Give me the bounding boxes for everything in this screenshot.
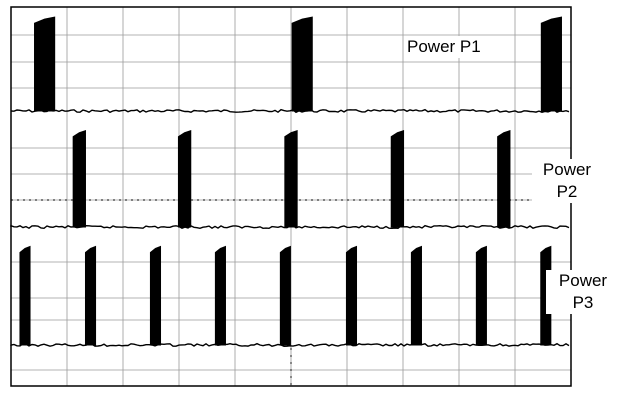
power-pulse	[390, 130, 405, 228]
trace-label-p2-line-1: Power	[542, 160, 592, 179]
power-pulse	[84, 245, 97, 346]
power-pulse	[34, 16, 56, 112]
power-pulse	[475, 245, 487, 346]
power-pulse	[177, 130, 192, 228]
trace-label-p1: Power P1	[405, 36, 483, 58]
trace-label-p2: Power P2	[532, 159, 602, 203]
power-pulse	[345, 245, 358, 346]
power-pulse	[284, 130, 298, 228]
power-pulse	[72, 130, 86, 228]
power-pulse	[291, 16, 313, 112]
power-pulse	[410, 245, 422, 346]
traces	[10, 16, 570, 348]
trace-label-p3-line-2: P3	[572, 293, 594, 312]
trace-label-p3-line-1: Power	[558, 271, 608, 290]
baseline-3	[10, 342, 570, 348]
trace-label-p2-line-2: P2	[556, 182, 578, 201]
baseline-1	[10, 108, 570, 114]
power-pulse	[19, 245, 31, 346]
power-pulse	[497, 130, 511, 228]
trace-label-p3: Power P3	[546, 270, 620, 314]
trace-label-p1-line-1: Power P1	[407, 37, 481, 56]
power-pulse	[214, 245, 226, 346]
power-pulse	[540, 16, 562, 112]
power-pulse	[279, 245, 291, 346]
power-pulse	[149, 245, 162, 346]
